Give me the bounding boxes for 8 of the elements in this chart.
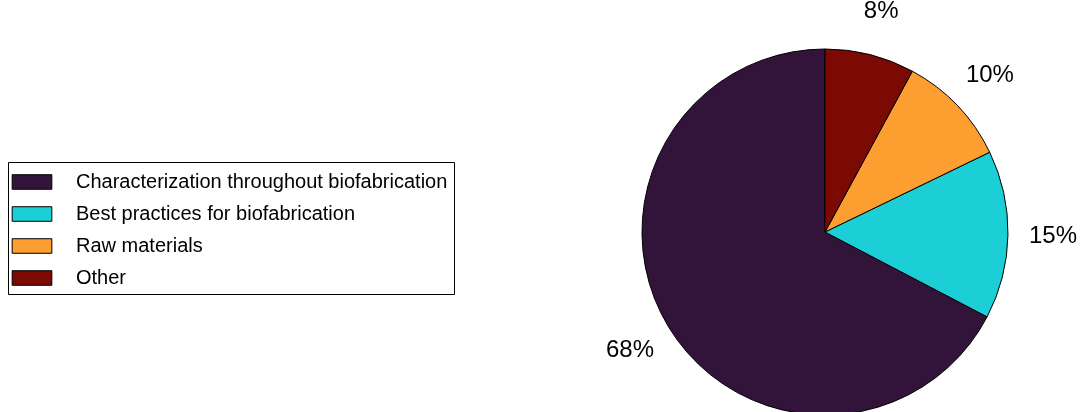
data-label: 68% bbox=[605, 335, 654, 363]
data-label: 15% bbox=[1028, 220, 1077, 248]
legend-label: Raw materials bbox=[76, 234, 203, 256]
legend-label: Other bbox=[76, 266, 127, 288]
legend-label: Characterization throughout biofabrication bbox=[76, 170, 448, 192]
data-label: 10% bbox=[965, 59, 1014, 87]
legend-label: Best practices for biofabrication bbox=[76, 202, 356, 224]
data-label: 8% bbox=[863, 0, 899, 24]
